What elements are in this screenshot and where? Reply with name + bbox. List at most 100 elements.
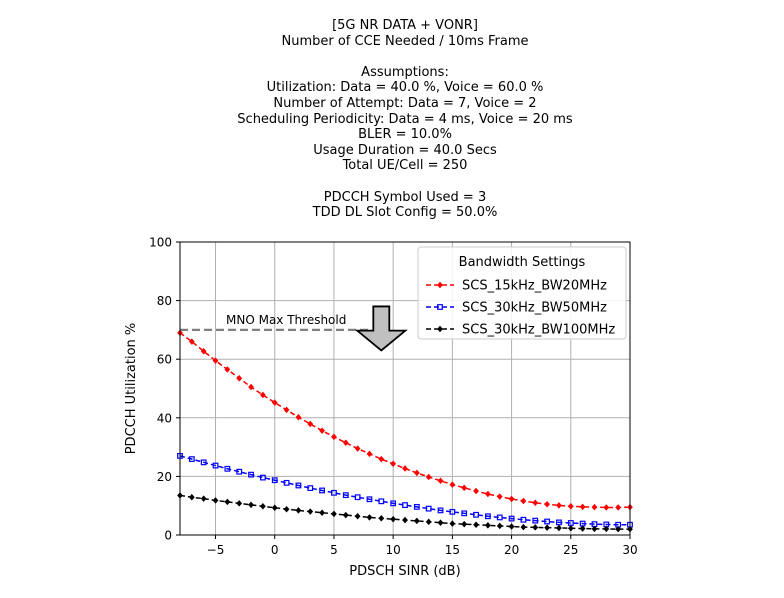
data-point [402, 516, 408, 524]
data-point [390, 500, 397, 507]
axis-ticks: −5 0 5 10 15 20 25 30 0 20 40 60 80 100 [149, 236, 638, 558]
data-point [366, 514, 373, 521]
data-point [212, 497, 219, 504]
data-point [579, 503, 586, 511]
data-point [259, 391, 266, 399]
x-tick-label: 0 [271, 543, 279, 557]
x-tick-label: −5 [207, 543, 225, 557]
plot-frame [179, 241, 631, 536]
data-point [556, 502, 562, 509]
data-point [461, 484, 468, 492]
data-point [319, 487, 326, 494]
legend-marker [437, 304, 443, 310]
data-point [615, 504, 622, 511]
x-tick-label: 5 [330, 543, 338, 557]
data-point [295, 507, 302, 514]
data-point [271, 504, 278, 512]
data-point [188, 338, 195, 346]
data-point [449, 520, 456, 527]
x-axis-label: PDSCH SINR (dB) [349, 564, 460, 579]
data-point [354, 512, 361, 520]
data-point [295, 413, 302, 421]
data-point [236, 499, 243, 507]
data-point [224, 465, 231, 472]
data-point [603, 525, 610, 533]
data-point [473, 521, 479, 529]
data-point [508, 495, 515, 503]
data-point [591, 503, 598, 511]
data-point [212, 462, 219, 469]
data-point [520, 497, 527, 505]
data-point [378, 498, 385, 505]
title-line: TDD DL Slot Config = 50.0% [312, 205, 498, 221]
data-point [366, 496, 373, 503]
data-point [449, 481, 456, 488]
data-point [473, 487, 479, 495]
series-SCS_30kHz_BW50MHz [177, 452, 633, 528]
data-point [425, 473, 432, 481]
title-line: Number of CCE Needed / 10ms Frame [281, 33, 529, 49]
data-point [331, 433, 337, 441]
title-line: Scheduling Periodicity: Data = 4 ms, Voi… [237, 111, 573, 127]
threshold-annotation: MNO Max Threshold [180, 305, 408, 352]
data-point [496, 514, 503, 521]
data-point [603, 504, 610, 511]
data-point [484, 490, 491, 498]
data-point [484, 521, 491, 529]
down-arrow-icon [354, 305, 408, 352]
data-point [188, 493, 195, 501]
legend-label: SCS_30kHz_BW50MHz [462, 301, 607, 316]
x-tick-label: 25 [563, 543, 578, 557]
x-tick-label: 15 [445, 543, 460, 557]
data-point [200, 459, 207, 466]
data-point [496, 493, 503, 500]
data-point [437, 519, 444, 527]
chart-title: [5G NR DATA + VONR] Number of CCE Needed … [105, 18, 705, 221]
legend: Bandwidth Settings SCS_15kHz_BW20MHz SCS_3… [417, 246, 627, 340]
data-point [200, 495, 207, 503]
data-point [449, 508, 456, 515]
y-tick-label: 100 [149, 236, 172, 250]
legend-title: Bandwidth Settings [459, 255, 586, 270]
data-point [532, 517, 539, 524]
data-point [319, 509, 326, 517]
data-point [259, 474, 266, 481]
data-point [508, 523, 515, 530]
data-point [402, 465, 408, 472]
legend-entry: SCS_30kHz_BW50MHz [426, 301, 607, 316]
data-point [437, 477, 444, 485]
series-line [179, 494, 630, 530]
y-tick-label: 20 [157, 470, 172, 484]
data-point [520, 523, 527, 531]
series-layer [177, 329, 633, 533]
data-point [390, 460, 397, 468]
data-point [224, 366, 231, 373]
x-tick-label: 20 [504, 543, 519, 557]
data-point [248, 471, 254, 478]
legend-label: SCS_15kHz_BW20MHz [462, 279, 607, 294]
title-line: Assumptions: [361, 64, 449, 80]
data-point [544, 518, 551, 525]
data-point [567, 524, 574, 532]
data-point [212, 357, 219, 365]
data-point [484, 513, 491, 520]
y-axis-label: PDCCH Utilization % [124, 323, 139, 455]
data-point [295, 482, 302, 489]
series-SCS_15kHz_BW20MHz [177, 329, 633, 511]
y-tick-label: 0 [164, 529, 172, 543]
series-SCS_30kHz_BW100MHz [177, 492, 633, 533]
data-point [402, 502, 408, 509]
data-point [188, 456, 195, 463]
x-tick-label: 30 [622, 543, 637, 557]
data-point [556, 524, 562, 532]
data-point [615, 525, 622, 533]
data-point [342, 439, 349, 447]
data-point [331, 510, 337, 518]
y-tick-label: 80 [157, 294, 172, 308]
data-point [532, 524, 539, 531]
data-point [248, 501, 254, 509]
legend-box [417, 246, 627, 340]
data-point [354, 445, 361, 452]
threshold-label: MNO Max Threshold [226, 313, 346, 327]
